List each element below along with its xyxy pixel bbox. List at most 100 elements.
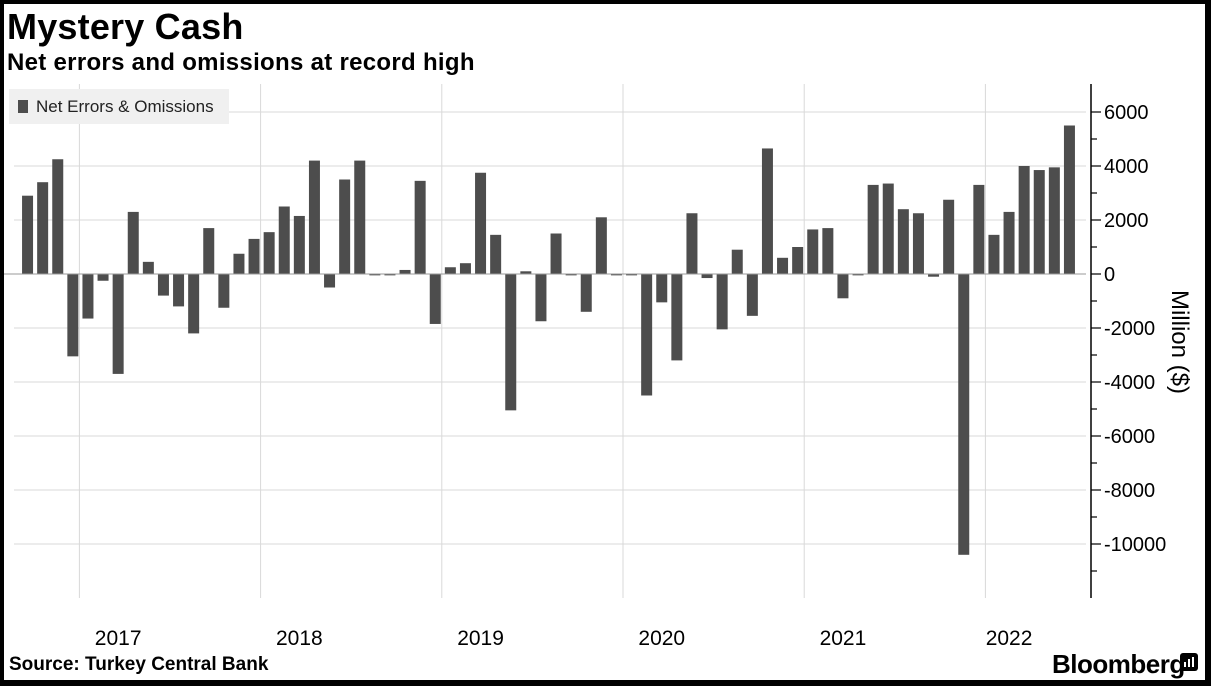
- bar: [475, 172, 487, 274]
- x-tick-label: 2021: [820, 627, 867, 650]
- bar-chart: 6000400020000-2000-4000-6000-8000-10000 …: [4, 84, 1193, 650]
- bar: [626, 274, 638, 276]
- bar: [188, 274, 200, 334]
- x-tick-label: 2020: [638, 627, 685, 650]
- bar: [142, 261, 154, 274]
- bar: [867, 184, 879, 274]
- bar: [641, 274, 653, 396]
- bloomberg-logo: Bloomberg: [1052, 649, 1185, 679]
- bar: [293, 215, 305, 274]
- y-tick-label: -4000: [1104, 372, 1155, 394]
- bar: [535, 274, 547, 322]
- y-tick-label: 4000: [1104, 156, 1149, 178]
- bar: [399, 269, 411, 274]
- bar: [324, 274, 336, 288]
- bar: [354, 160, 366, 274]
- bar: [22, 195, 34, 274]
- bar: [610, 274, 622, 276]
- legend-label: Net Errors & Omissions: [36, 97, 214, 116]
- bars: [22, 125, 1075, 555]
- bar: [278, 206, 290, 274]
- bar: [414, 180, 426, 274]
- bar: [943, 199, 955, 274]
- bar: [746, 274, 758, 316]
- y-tick-label: 0: [1104, 264, 1115, 286]
- x-tick-label: 2019: [457, 627, 504, 650]
- bloomberg-terminal-icon: [1180, 653, 1198, 671]
- bar: [761, 148, 773, 274]
- y-tick-label: -8000: [1104, 480, 1155, 502]
- bar: [1003, 211, 1015, 274]
- bar: [97, 274, 109, 281]
- bar: [308, 160, 320, 274]
- x-tick-label: 2018: [276, 627, 323, 650]
- legend: Net Errors & Omissions: [9, 89, 229, 124]
- x-tick-labels: 2017 2018 2019 2020 2021 2022: [95, 627, 1033, 650]
- x-tick-label: 2022: [986, 627, 1033, 650]
- bar: [127, 211, 139, 274]
- y-tick-label: 2000: [1104, 210, 1149, 232]
- bar: [928, 274, 940, 277]
- bar: [157, 274, 169, 296]
- bar: [173, 274, 185, 307]
- bar: [263, 232, 275, 274]
- bar: [580, 274, 592, 312]
- bar: [52, 159, 64, 274]
- legend-swatch: [18, 100, 28, 113]
- bar: [1063, 125, 1075, 274]
- bar: [882, 183, 894, 274]
- y-axis-label: Million ($): [1166, 290, 1193, 394]
- bar: [988, 234, 1000, 274]
- bar: [807, 229, 819, 274]
- bar: [565, 274, 577, 276]
- bar: [973, 184, 985, 274]
- bar: [1033, 170, 1045, 274]
- bar: [67, 274, 79, 357]
- chart-subtitle: Net errors and omissions at record high: [7, 49, 475, 76]
- bar: [958, 274, 970, 555]
- source-note: Source: Turkey Central Bank: [9, 654, 269, 675]
- bar: [203, 228, 215, 274]
- y-tick-label: -6000: [1104, 426, 1155, 448]
- bar: [459, 263, 471, 274]
- bar: [701, 274, 713, 279]
- bar: [233, 253, 245, 274]
- y-tick-label: 6000: [1104, 102, 1149, 124]
- bar: [369, 274, 381, 276]
- chart-frame: Mystery Cash Net errors and omissions at…: [4, 4, 1205, 680]
- bar: [852, 274, 864, 276]
- chart-title: Mystery Cash: [7, 6, 244, 47]
- bar: [339, 179, 351, 274]
- y-tick-label: -10000: [1104, 534, 1166, 556]
- y-ticks: 6000 4000 2000 0 -2000 -4000 -6000 -8000 -10000: [1091, 102, 1166, 572]
- bar: [595, 217, 607, 274]
- bar: [429, 274, 441, 324]
- bar: [686, 213, 698, 274]
- bar: [505, 274, 517, 411]
- bar: [218, 274, 230, 308]
- bar: [82, 274, 94, 319]
- bar: [444, 267, 456, 274]
- bar: [671, 274, 683, 361]
- y-tick-label: -2000: [1104, 318, 1155, 340]
- bar: [837, 274, 849, 299]
- bar: [490, 234, 502, 274]
- bar: [112, 274, 124, 374]
- bar: [822, 228, 834, 274]
- bar: [248, 238, 260, 274]
- bar: [37, 182, 49, 274]
- bar: [520, 271, 532, 274]
- bar: [912, 213, 924, 274]
- bar: [731, 249, 743, 274]
- bar: [384, 274, 396, 276]
- bar: [897, 209, 909, 274]
- bar: [550, 233, 562, 274]
- x-tick-label: 2017: [95, 627, 142, 650]
- bar: [656, 274, 668, 303]
- bar: [1048, 167, 1060, 274]
- gridlines: [14, 84, 1086, 598]
- bar: [1018, 166, 1030, 274]
- bar: [792, 247, 804, 274]
- bar: [777, 257, 789, 274]
- bar: [716, 274, 728, 330]
